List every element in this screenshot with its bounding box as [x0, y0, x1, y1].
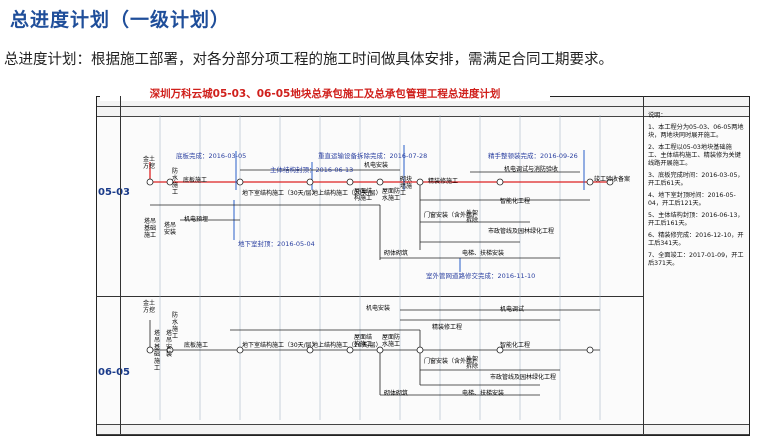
- task-label: 砌体砌筑: [384, 250, 409, 257]
- notes-title: 说明：: [648, 112, 667, 119]
- task-label: 电梯、扶梯安装: [462, 390, 505, 397]
- task-label: 门窗安装（含外墙）: [424, 212, 479, 219]
- notes-divider: [643, 96, 644, 434]
- page-title: 总进度计划（一级计划）: [10, 9, 231, 31]
- calendar-band-bottom: [97, 424, 749, 435]
- task-label: 塔吊安装: [164, 222, 177, 236]
- task-label: 塔吊安装: [166, 330, 173, 358]
- task-label: 底板施工: [184, 342, 209, 349]
- task-label: 机电调试: [500, 306, 525, 313]
- task-label: 地上结构施工（20天/层）: [312, 342, 382, 349]
- task-label: 屋面结构施工: [354, 334, 373, 348]
- section-divider: [96, 296, 643, 297]
- task-label: 金土方挖: [143, 156, 156, 170]
- task-label: 屋面防水施工: [382, 188, 401, 202]
- milestone-label: 底板完成：2016-03-05: [176, 152, 247, 160]
- milestone-label: 精手整顿装完成：2016-09-26: [488, 152, 578, 160]
- calendar-band-year: [97, 97, 749, 107]
- section-label-0605: 06-05: [98, 367, 130, 378]
- milestone-label: 主体结构封顶：2016-06-13: [270, 166, 354, 174]
- task-label: 机电安装: [364, 162, 389, 169]
- note-item: 3、底板完成时间：2016-03-05，开工后61天。: [648, 172, 744, 187]
- label-column-divider: [120, 96, 121, 434]
- note-item: 1、本工程分为05-03、06-05两地块，两地块同时展开施工。: [648, 124, 744, 139]
- task-label: 精装修施工: [428, 178, 459, 185]
- task-label: 塔吊基础施工: [154, 330, 161, 372]
- task-label: 防水施工: [172, 312, 179, 340]
- task-label: 外架拆除: [466, 356, 479, 370]
- task-label: 电梯、扶梯安装: [462, 250, 505, 257]
- task-label: 屋面防水施工: [382, 334, 401, 348]
- task-label: 精装修工程: [432, 324, 463, 331]
- milestone-label: 室外管网道路修交完成：2016-11-10: [426, 272, 536, 280]
- task-label: 金土方挖: [143, 300, 156, 314]
- section-label-0503: 05-03: [98, 187, 130, 198]
- note-item: 2、本工程以05-03地块基础施工、主体结构施工、精装修为关键线路开展施工。: [648, 144, 741, 167]
- schedule-drawing: [96, 96, 750, 436]
- task-label: 防水施工: [172, 168, 179, 196]
- milestone-label: 重直运输设备拆除完成：2016-07-28: [318, 152, 428, 160]
- note-item: 5、主体结构封顶：2016-06-13，开工后161天。: [648, 212, 744, 227]
- task-label: 地下室结构施工（30天/层）: [242, 190, 318, 197]
- calendar-band-month: [97, 107, 749, 117]
- note-item: 7、全面竣工：2017-01-09，开工后371天。: [648, 252, 744, 267]
- milestone-label: 地下室封顶：2016-05-04: [238, 240, 315, 248]
- notes-panel: 说明： 1、本工程分为05-03、06-05两地块，两地块同时展开施工。 2、本…: [648, 112, 744, 272]
- note-item: 6、精装修完成：2016-12-10，开工后341天。: [648, 232, 744, 247]
- task-label: 砌块墙施工: [400, 176, 413, 197]
- task-label: 智能化工程: [500, 342, 531, 349]
- page-description: 总进度计划：根据施工部署，对各分部分项工程的施工时间做具体安排，需满足合同工期要…: [4, 52, 613, 68]
- task-label: 市政管线及园林绿化工程: [490, 374, 557, 381]
- task-label: 屋面结构施工: [354, 188, 373, 202]
- task-label: 砌体砌筑: [384, 390, 409, 397]
- task-label: 机电安装: [366, 305, 391, 312]
- task-label: 底板施工: [183, 177, 208, 184]
- task-label: 机电调试与消防验收: [504, 166, 559, 173]
- task-label: 竣工验收备案: [594, 176, 631, 183]
- schedule-title: 深圳万科云城05-03、06-05地块总承包施工及总承包管理工程总进度计划: [100, 86, 550, 101]
- task-label: 外架拆除: [466, 210, 479, 224]
- task-label: 塔吊基础施工: [144, 218, 157, 239]
- note-item: 4、地下室封顶时间：2016-05-04，开工后121天。: [648, 192, 736, 207]
- task-label: 市政管线及园林绿化工程: [488, 228, 555, 235]
- task-label: 机电预埋: [184, 216, 209, 223]
- task-label: 门窗安装（含外墙）: [424, 358, 479, 365]
- task-label: 地上结构施工（20天/层）: [312, 190, 382, 197]
- task-label: 地下室结构施工（30天/层）: [242, 342, 318, 349]
- task-label: 智能化工程: [500, 198, 531, 205]
